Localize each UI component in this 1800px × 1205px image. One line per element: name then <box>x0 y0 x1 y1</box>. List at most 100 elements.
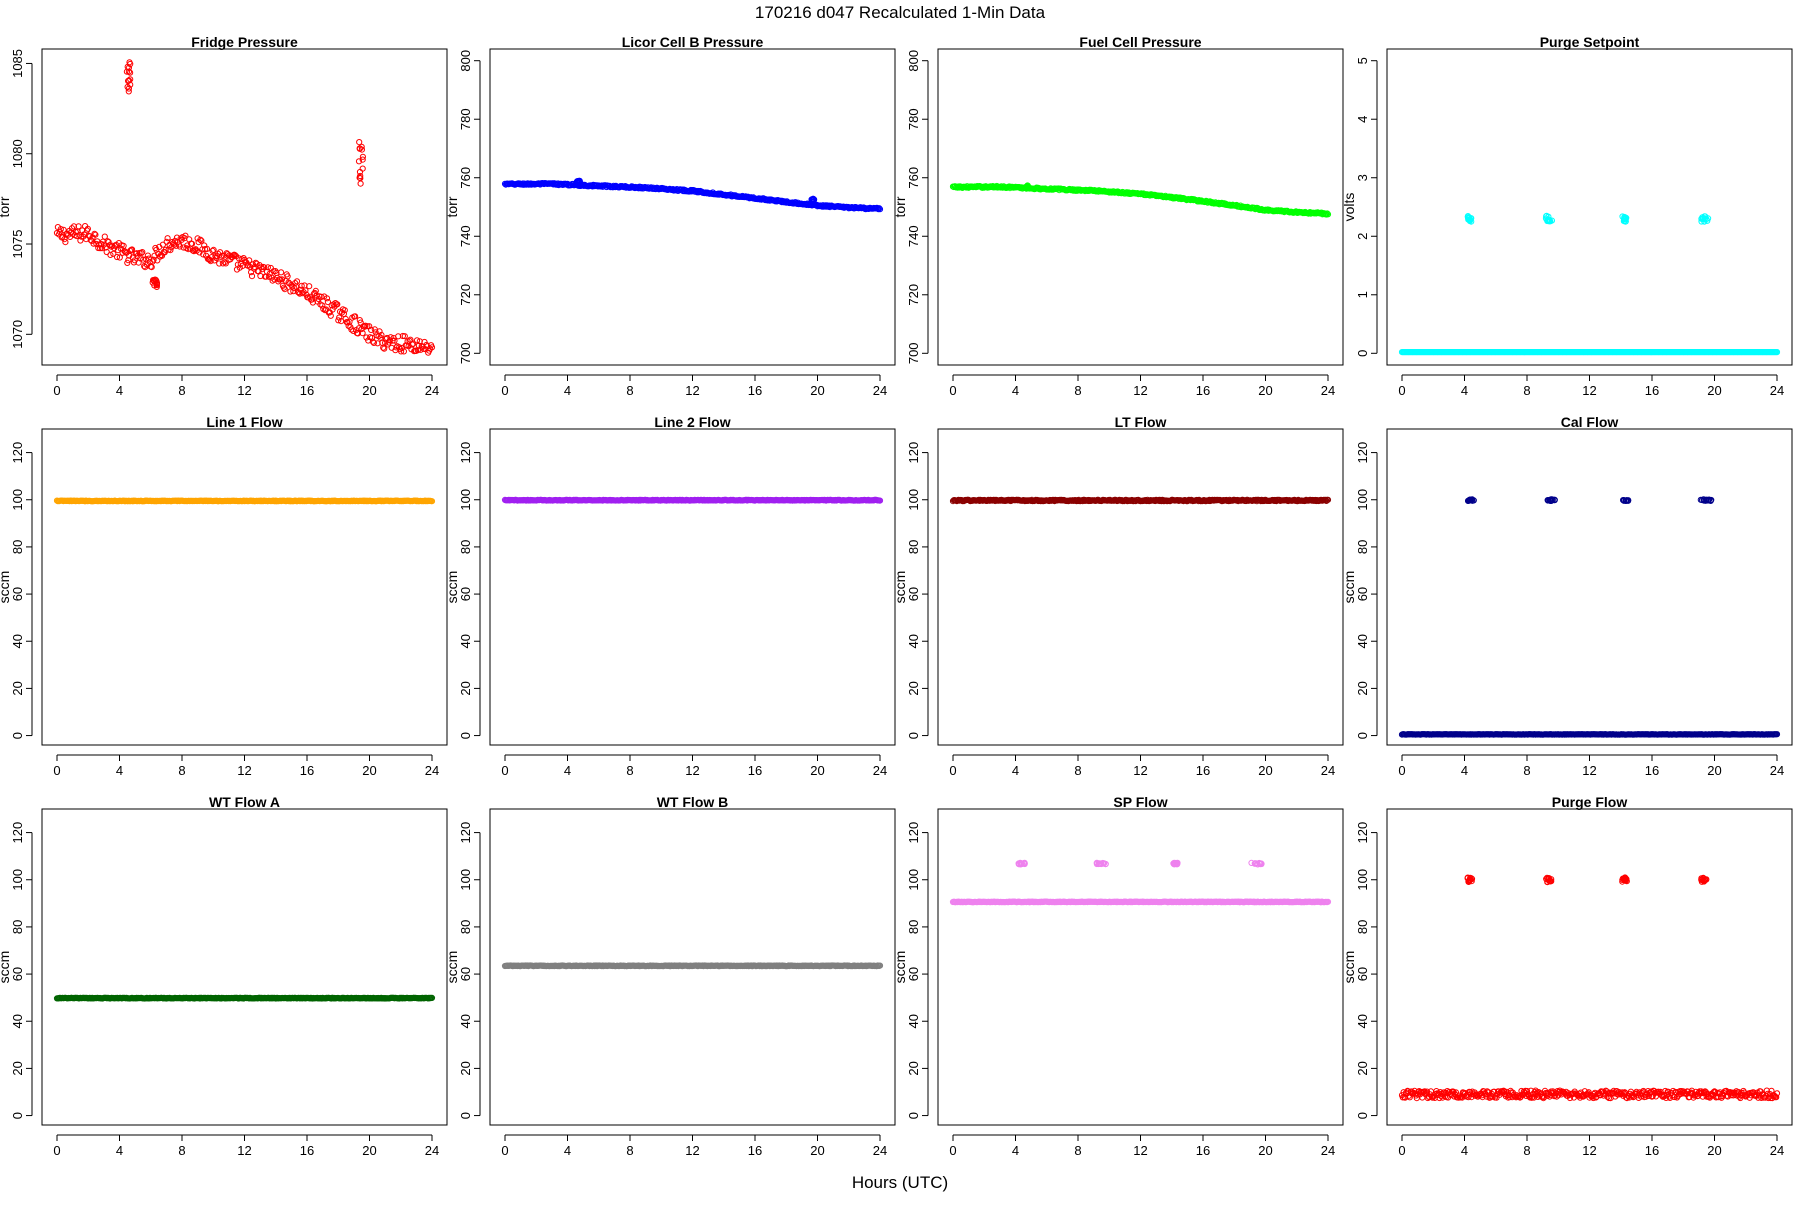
x-tick-label: 12 <box>237 763 251 778</box>
x-tick-label: 12 <box>1133 383 1147 398</box>
x-tick-label: 8 <box>1523 763 1530 778</box>
x-tick-label: 20 <box>810 763 824 778</box>
x-tick-label: 0 <box>53 763 60 778</box>
plot-frame <box>938 49 1343 365</box>
y-tick-label: 20 <box>10 1061 25 1075</box>
y-tick-label: 20 <box>1355 681 1370 695</box>
x-tick-label: 20 <box>1258 763 1272 778</box>
data-point <box>360 166 365 171</box>
y-tick-label: 720 <box>458 284 473 306</box>
plot-frame <box>1387 49 1792 365</box>
y-tick-label: 5 <box>1355 57 1370 64</box>
x-tick-label: 16 <box>1196 383 1210 398</box>
y-tick-label: 100 <box>458 489 473 511</box>
x-tick-label: 16 <box>748 383 762 398</box>
x-tick-label: 24 <box>1321 763 1335 778</box>
y-tick-label: 120 <box>458 442 473 464</box>
x-tick-label: 12 <box>237 383 251 398</box>
x-tick-label: 24 <box>1321 383 1335 398</box>
x-tick-label: 12 <box>685 383 699 398</box>
y-axis-label: torr <box>892 196 908 217</box>
x-tick-label: 0 <box>501 763 508 778</box>
y-tick-label: 800 <box>458 50 473 72</box>
y-axis-label: sccm <box>0 951 12 984</box>
y-tick-label: 3 <box>1355 174 1370 181</box>
y-tick-label: 4 <box>1355 116 1370 123</box>
y-tick-label: 1 <box>1355 291 1370 298</box>
x-tick-label: 8 <box>178 1143 185 1158</box>
y-tick-label: 1085 <box>10 49 25 78</box>
points-purge-setpoint <box>1399 213 1779 355</box>
panel-title: Line 1 Flow <box>206 414 282 430</box>
panel-title: Licor Cell B Pressure <box>622 34 764 50</box>
y-tick-label: 720 <box>906 284 921 306</box>
y-tick-label: 80 <box>10 920 25 934</box>
y-tick-label: 0 <box>458 732 473 739</box>
points-licor-cell-b-pressure <box>502 178 882 212</box>
points-line-1-flow <box>54 498 434 504</box>
y-tick-label: 100 <box>1355 489 1370 511</box>
y-axis-label: sccm <box>1341 571 1357 604</box>
x-tick-label: 20 <box>1707 383 1721 398</box>
y-tick-label: 40 <box>906 634 921 648</box>
x-tick-label: 24 <box>873 763 887 778</box>
y-tick-label: 80 <box>906 540 921 554</box>
y-tick-label: 1080 <box>10 139 25 168</box>
x-tick-label: 4 <box>1012 763 1019 778</box>
x-tick-label: 8 <box>1074 383 1081 398</box>
y-tick-label: 80 <box>458 540 473 554</box>
y-tick-label: 60 <box>10 587 25 601</box>
points-fuel-cell-pressure <box>950 183 1330 217</box>
x-tick-label: 4 <box>1461 763 1468 778</box>
y-tick-label: 0 <box>10 1112 25 1119</box>
x-tick-label: 12 <box>685 763 699 778</box>
y-tick-label: 2 <box>1355 233 1370 240</box>
x-tick-label: 8 <box>626 763 633 778</box>
panel-title: WT Flow A <box>209 794 280 810</box>
y-axis-label: volts <box>1341 193 1357 222</box>
x-tick-label: 0 <box>949 763 956 778</box>
y-tick-label: 80 <box>1355 540 1370 554</box>
x-tick-label: 0 <box>53 383 60 398</box>
x-tick-label: 20 <box>362 383 376 398</box>
x-tick-label: 16 <box>1645 383 1659 398</box>
x-tick-label: 0 <box>53 1143 60 1158</box>
y-tick-label: 0 <box>906 732 921 739</box>
y-tick-label: 800 <box>906 50 921 72</box>
x-tick-label: 16 <box>300 383 314 398</box>
figure-title: 170216 d047 Recalculated 1-Min Data <box>755 3 1046 22</box>
y-tick-label: 0 <box>1355 732 1370 739</box>
data-point <box>358 181 363 186</box>
plot-frame <box>938 429 1343 745</box>
y-tick-label: 40 <box>10 1014 25 1028</box>
y-tick-label: 700 <box>906 342 921 364</box>
y-tick-label: 0 <box>1355 350 1370 357</box>
x-tick-label: 4 <box>116 1143 123 1158</box>
x-tick-label: 24 <box>1770 383 1784 398</box>
y-tick-label: 60 <box>10 967 25 981</box>
points-wt-flow-b <box>502 963 882 969</box>
x-tick-label: 8 <box>626 383 633 398</box>
y-tick-label: 1070 <box>10 320 25 349</box>
x-tick-label: 12 <box>1582 383 1596 398</box>
